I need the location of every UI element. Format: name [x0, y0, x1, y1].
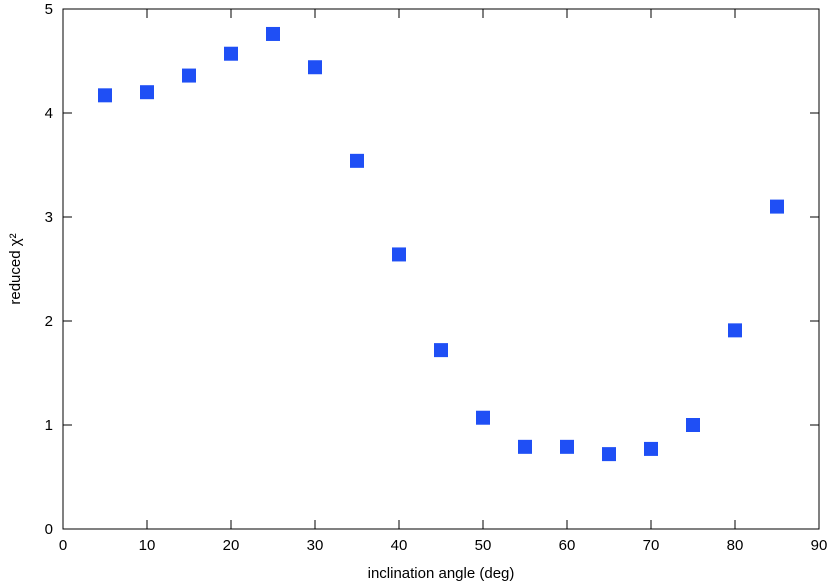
data-point-square — [770, 199, 784, 214]
x-axis-ticks: 0 10 20 30 40 50 60 70 80 90 — [59, 9, 828, 554]
x-tick-label: 50 — [475, 537, 492, 554]
x-tick-label: 90 — [811, 537, 828, 554]
data-point-square — [434, 343, 448, 358]
x-tick-label: 30 — [307, 537, 324, 554]
data-point-square — [686, 418, 700, 432]
x-tick-label: 80 — [727, 537, 744, 554]
data-point-square — [140, 85, 154, 100]
data-point-square — [728, 323, 742, 338]
data-point-square — [182, 68, 196, 83]
data-point-square — [644, 441, 658, 456]
data-point-square — [518, 439, 532, 454]
x-tick-label: 10 — [139, 537, 156, 554]
data-point-square — [476, 410, 490, 425]
x-tick-label: 20 — [223, 537, 240, 554]
y-tick-label: 2 — [45, 313, 53, 330]
y-axis-label: reduced χ² — [7, 233, 24, 304]
y-tick-label: 4 — [45, 105, 53, 122]
data-point-square — [308, 60, 322, 75]
data-point-square — [350, 153, 364, 168]
x-axis-label: inclination angle (deg) — [368, 565, 515, 582]
plot-area — [62, 8, 820, 530]
x-tick-label: 40 — [391, 537, 408, 554]
data-point-square — [392, 247, 406, 262]
y-tick-label: 3 — [45, 209, 53, 226]
data-point-square — [266, 26, 280, 41]
data-point-square — [224, 46, 238, 61]
y-tick-label: 5 — [45, 1, 53, 18]
y-tick-label: 0 — [45, 521, 53, 538]
y-axis-ticks: 0 1 2 3 4 5 — [45, 1, 819, 538]
y-tick-label: 1 — [45, 417, 53, 434]
data-point-square — [602, 447, 616, 462]
x-tick-label: 0 — [59, 537, 67, 554]
x-tick-label: 70 — [643, 537, 660, 554]
data-point-square — [98, 88, 112, 103]
data-points — [98, 26, 784, 462]
data-point-square — [560, 439, 574, 454]
x-tick-label: 60 — [559, 537, 576, 554]
